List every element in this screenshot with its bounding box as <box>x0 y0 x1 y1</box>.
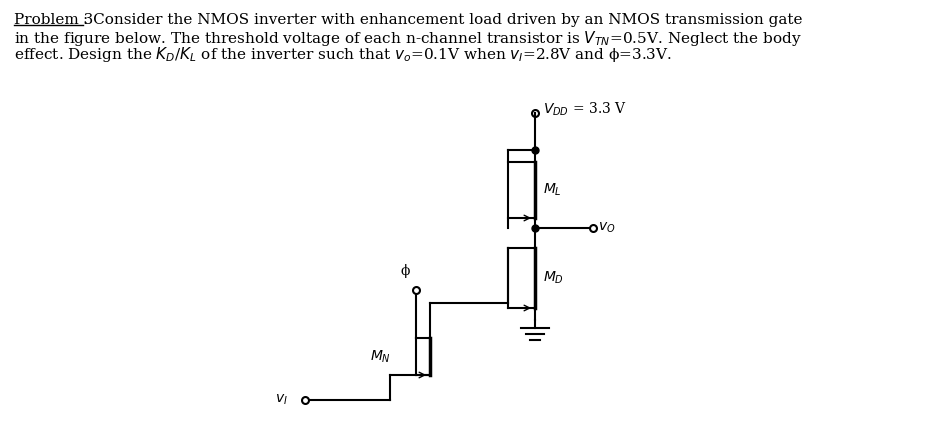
Text: Problem 3: Problem 3 <box>14 13 93 27</box>
Text: ϕ: ϕ <box>401 264 410 278</box>
Text: $V_{DD}$ = 3.3 V: $V_{DD}$ = 3.3 V <box>543 100 627 117</box>
Text: $M_N$: $M_N$ <box>370 349 391 365</box>
Text: effect. Design the $K_D$/$K_L$ of the inverter such that $v_o$=0.1V when $v_I$=2: effect. Design the $K_D$/$K_L$ of the in… <box>14 45 672 64</box>
Text: $M_L$: $M_L$ <box>543 182 562 198</box>
Text: $v_I$: $v_I$ <box>275 393 288 407</box>
Text: : Consider the NMOS inverter with enhancement load driven by an NMOS transmissio: : Consider the NMOS inverter with enhanc… <box>83 13 803 27</box>
Text: in the figure below. The threshold voltage of each n-channel transistor is $V_{T: in the figure below. The threshold volta… <box>14 29 802 48</box>
Text: $M_D$: $M_D$ <box>543 270 564 286</box>
Text: $v_O$: $v_O$ <box>598 221 615 235</box>
